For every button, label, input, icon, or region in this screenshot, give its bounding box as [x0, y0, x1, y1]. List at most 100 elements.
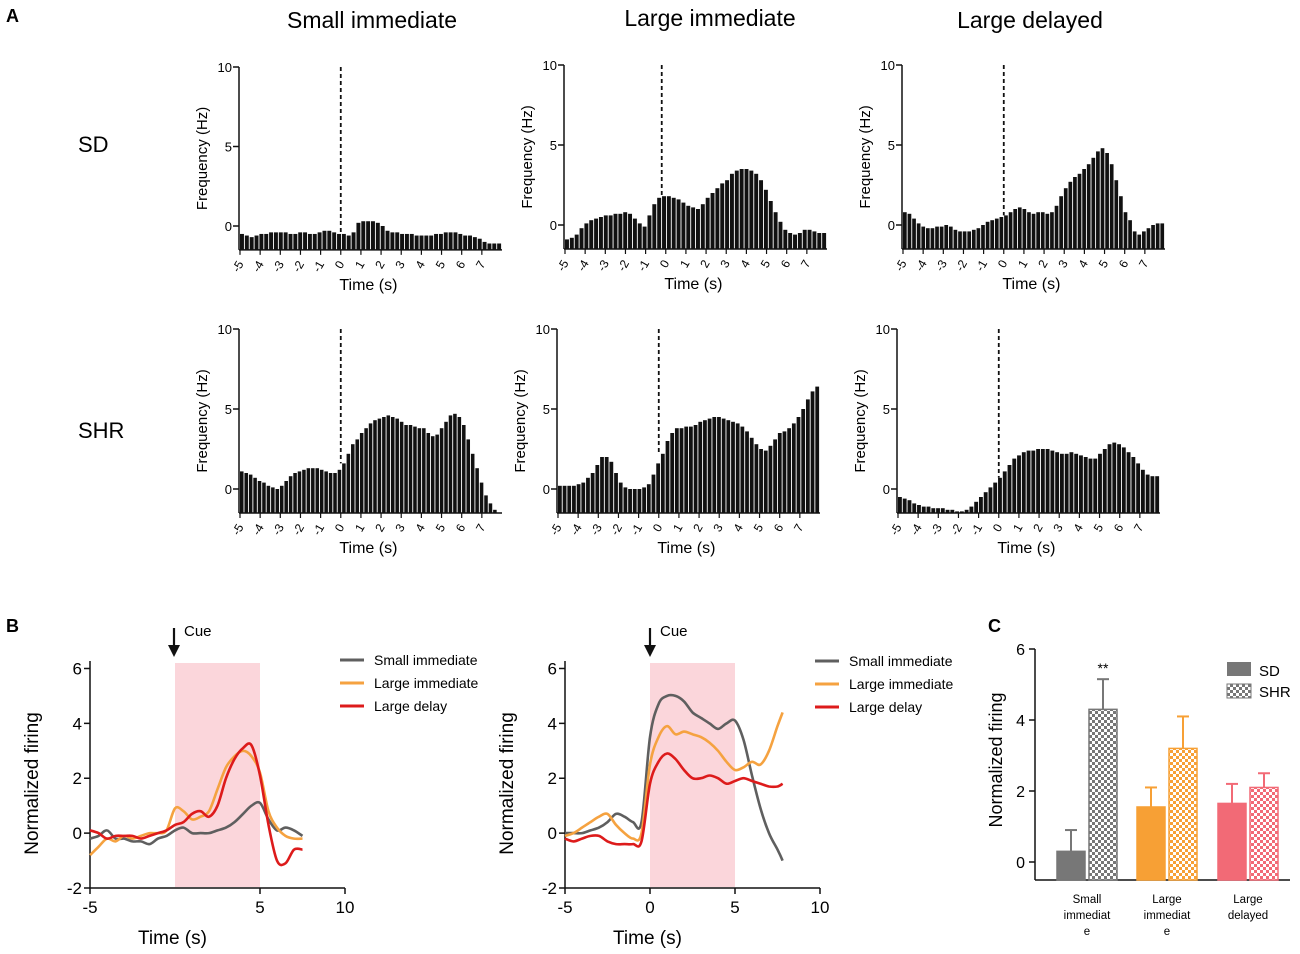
category-label: immediat: [1064, 910, 1111, 922]
histogram-bar: [435, 434, 439, 513]
histogram-bar: [1155, 223, 1160, 249]
histogram-bar: [1136, 463, 1141, 513]
significance-marker: **: [1098, 660, 1109, 676]
histogram-bar: [740, 426, 745, 513]
histogram-bar: [1082, 169, 1086, 249]
x-tick-label: 1: [352, 258, 368, 271]
histogram-bar: [793, 234, 797, 249]
histogram-bar: [1123, 212, 1128, 249]
histogram-bar: [368, 423, 373, 513]
histogram-bar: [618, 213, 623, 249]
x-tick-label: -5: [554, 257, 572, 274]
histogram-bar: [1109, 164, 1114, 249]
histogram-bar: [916, 223, 921, 249]
histogram-bar: [608, 215, 613, 249]
histogram-bar: [332, 232, 337, 250]
histogram-bar: [448, 232, 453, 250]
histogram-bar: [1031, 213, 1036, 249]
histogram-bar: [356, 222, 361, 250]
y-axis-label: Frequency (Hz): [519, 105, 536, 208]
histogram-bar: [705, 197, 710, 249]
histogram-bar: [983, 492, 988, 513]
histogram-bar: [700, 204, 705, 249]
histogram-bar: [404, 425, 408, 513]
histogram-bar: [1107, 444, 1112, 513]
histogram-bar: [572, 485, 576, 513]
legend-label: Large delay: [849, 699, 922, 715]
histogram-bar: [628, 213, 633, 249]
category-label: e: [1164, 926, 1170, 938]
histogram-bar: [725, 180, 730, 249]
histogram-bar: [337, 233, 341, 250]
histogram-bar: [604, 457, 609, 513]
histogram-bar: [466, 439, 471, 513]
histogram-bar: [293, 233, 298, 250]
histogram-bar: [651, 474, 656, 513]
histogram-bar: [1002, 471, 1007, 513]
histogram-bar: [955, 511, 960, 513]
histogram-bar: [959, 511, 964, 513]
bar-sd-large-immediate: [1136, 806, 1166, 881]
histogram-bar: [1073, 177, 1077, 249]
histogram-bar: [1146, 228, 1151, 249]
category-label: Large: [1152, 894, 1181, 906]
histogram-bar: [801, 409, 806, 513]
series-line-large-delay: [89, 742, 303, 867]
histogram-bar: [1150, 476, 1155, 513]
y-tick-label: 4: [548, 714, 557, 733]
x-tick-label: 0: [645, 898, 654, 917]
series-line-large-immediate: [564, 711, 784, 842]
x-tick-label: 3: [392, 521, 408, 534]
x-tick-label: -4: [574, 257, 592, 274]
histogram-bar: [453, 232, 458, 250]
x-axis-label: Time (s): [138, 928, 207, 949]
legend-label: Large delay: [374, 698, 447, 714]
x-tick-label: -5: [557, 898, 572, 917]
cue-arrow-icon: [168, 645, 180, 657]
histogram-bar: [707, 418, 712, 513]
histogram-bar: [574, 234, 579, 249]
histogram-bar: [689, 426, 693, 513]
y-tick-label: 0: [225, 219, 232, 234]
x-tick-label: -1: [310, 258, 328, 275]
x-tick-label: 4: [1076, 257, 1092, 270]
histogram-bar: [674, 428, 679, 513]
histogram-bar: [259, 233, 264, 250]
histogram-bar: [479, 482, 484, 513]
histogram-bar: [603, 215, 608, 249]
histogram-bar: [284, 481, 288, 513]
x-tick-label: -5: [547, 521, 565, 538]
histogram-bar: [558, 485, 562, 513]
histogram-bar: [565, 239, 569, 249]
cue-label: Cue: [184, 623, 212, 640]
histogram-bar: [666, 196, 671, 249]
histogram-bar: [346, 453, 351, 513]
histogram-bar: [417, 428, 422, 513]
histogram-bar: [948, 226, 953, 249]
histogram-bar: [671, 197, 676, 249]
histogram-bar: [248, 474, 253, 513]
histogram-bar: [935, 226, 939, 249]
histogram-bar: [676, 199, 681, 249]
histogram-bar: [1026, 450, 1031, 513]
histogram-bar: [594, 218, 599, 249]
histogram-bar: [926, 506, 931, 513]
histogram-bar: [457, 417, 462, 513]
histogram-bar: [773, 439, 777, 513]
x-tick-label: -2: [953, 257, 971, 274]
histogram-bar: [768, 445, 773, 513]
x-tick-label: -3: [269, 258, 287, 275]
bar-shr-large-delayed: [1249, 786, 1279, 881]
histogram-bar: [448, 415, 453, 513]
histogram-bar: [731, 421, 735, 513]
histogram-bar: [964, 509, 969, 513]
histogram-bar: [739, 169, 744, 249]
histogram-bar: [981, 225, 985, 249]
histogram-bar: [590, 473, 595, 513]
histogram-bar: [817, 233, 822, 249]
histogram-bar: [907, 213, 912, 249]
histogram-bar: [254, 235, 259, 250]
histogram-bar: [1114, 180, 1119, 249]
